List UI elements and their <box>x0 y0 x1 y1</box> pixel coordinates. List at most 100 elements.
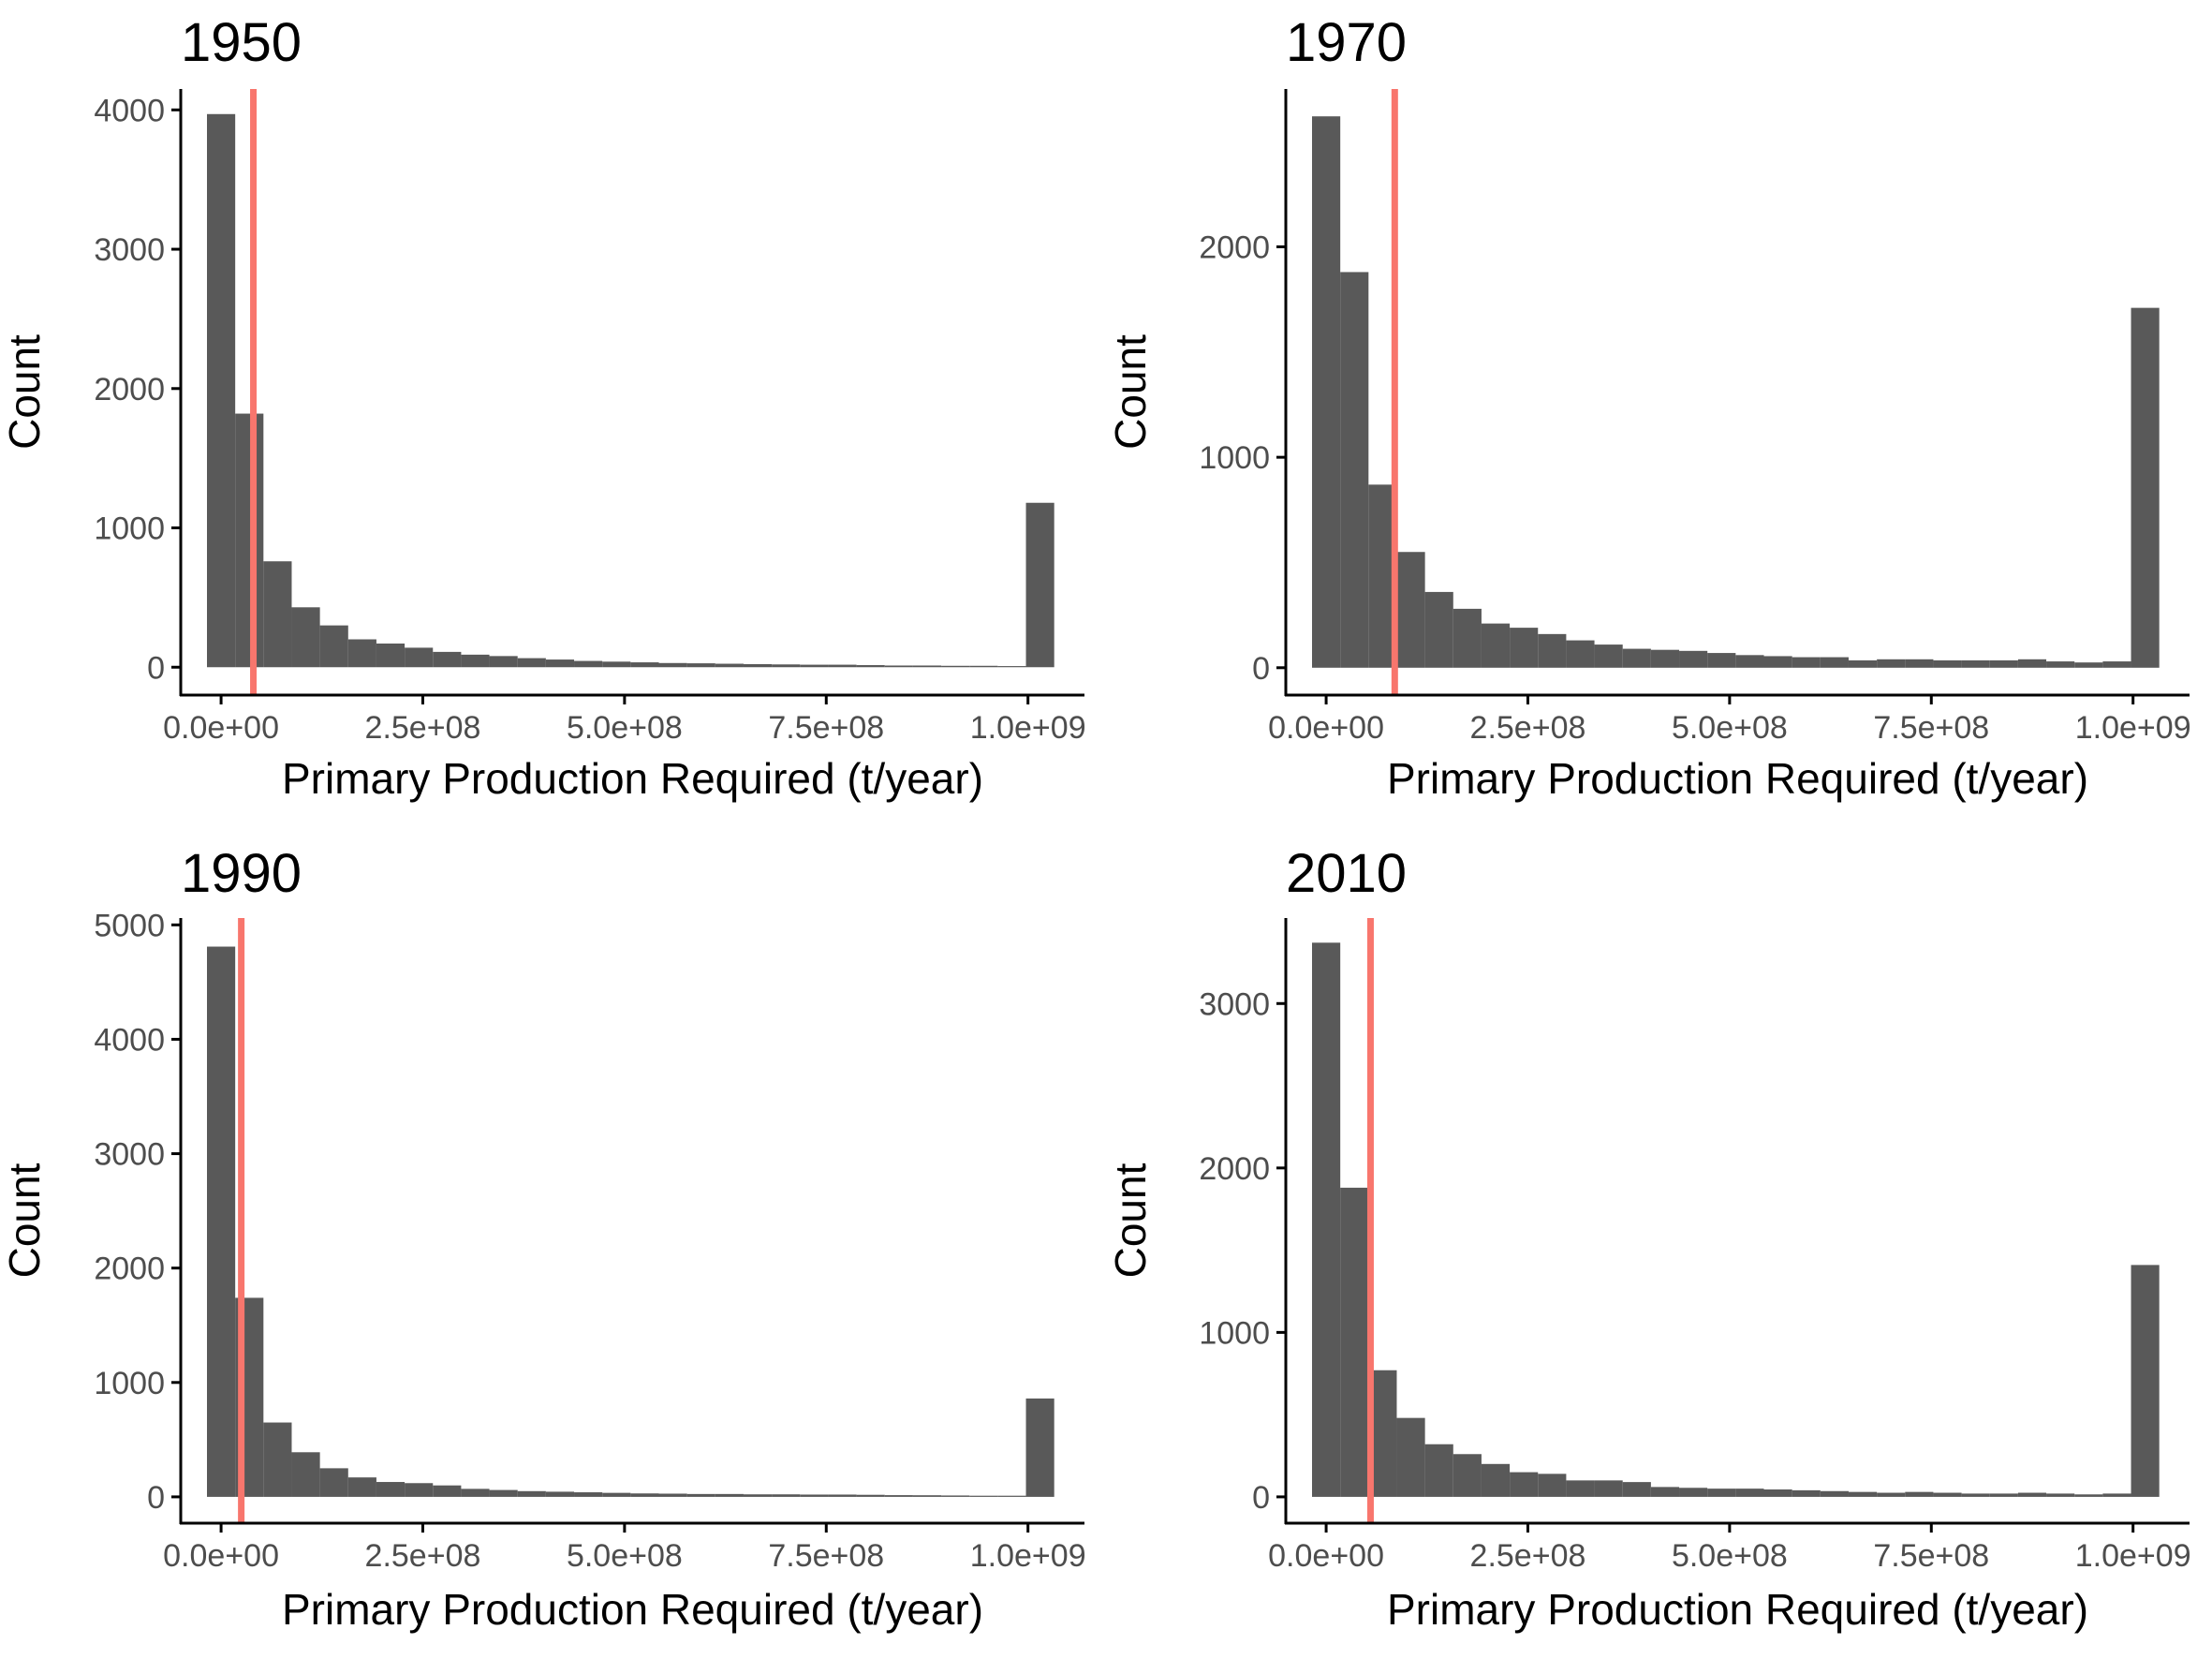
histogram-bar <box>1594 1480 1623 1497</box>
y-tick-label: 1000 <box>1199 440 1270 476</box>
histogram-bar <box>1025 502 1054 668</box>
histogram-bar <box>1933 1492 1962 1497</box>
histogram-bar <box>319 625 348 668</box>
histogram-bar <box>1820 1490 1849 1497</box>
y-axis-title: Count <box>1106 1163 1155 1278</box>
histogram-bar <box>969 1495 998 1497</box>
histogram-bar <box>800 1494 829 1497</box>
histogram-bar <box>1424 1444 1453 1497</box>
histogram-bar <box>1566 640 1595 668</box>
histogram-bar <box>1905 1491 1934 1497</box>
histogram-bar <box>376 643 406 668</box>
histogram-bar <box>2131 307 2160 668</box>
histogram-bar <box>433 1485 462 1497</box>
x-axis-title: Primary Production Required (t/year) <box>282 754 983 803</box>
histogram-bar <box>1679 650 1708 668</box>
x-tick-label: 1.0e+09 <box>970 1538 1086 1574</box>
histogram-bar <box>1424 591 1453 668</box>
histogram-bar <box>2102 661 2131 668</box>
histogram-bar <box>912 665 942 668</box>
histogram-bar <box>2046 661 2075 668</box>
histogram-bar <box>489 1489 518 1497</box>
histogram-bar <box>291 607 320 668</box>
x-tick-label: 1.0e+09 <box>2075 1538 2191 1574</box>
histogram-bar <box>1340 272 1369 668</box>
histogram-bar <box>1622 648 1651 668</box>
histogram-bar <box>856 665 885 668</box>
histogram-bar <box>912 1495 942 1497</box>
histogram-bar <box>545 1491 575 1497</box>
x-tick-label: 2.5e+08 <box>365 710 481 746</box>
histogram-bar <box>856 1494 885 1497</box>
histogram-bar <box>1735 655 1764 668</box>
y-tick-label: 2000 <box>94 1252 165 1287</box>
y-axis-title: Count <box>0 1163 49 1278</box>
x-tick-label: 0.0e+00 <box>1268 1538 1384 1574</box>
x-tick-label: 0.0e+00 <box>1268 710 1384 746</box>
x-tick-label: 7.5e+08 <box>1873 1538 1989 1574</box>
histogram-bar <box>1679 1488 1708 1497</box>
histogram-bar <box>517 1490 546 1497</box>
histogram-bar <box>545 659 575 668</box>
y-tick-label: 3000 <box>94 232 165 268</box>
histogram-bar <box>969 665 998 668</box>
histogram-bar <box>291 1452 320 1497</box>
histogram-bar <box>658 1493 687 1497</box>
x-tick-label: 1.0e+09 <box>2075 710 2191 746</box>
histogram-bar <box>1961 1493 1990 1497</box>
histogram-bar <box>461 654 490 668</box>
histogram-bar <box>997 1495 1026 1497</box>
y-tick-label: 1000 <box>94 511 165 547</box>
histogram-bar <box>1792 657 1821 668</box>
histogram-bar <box>1340 1187 1369 1497</box>
histogram-bar <box>1481 1463 1511 1497</box>
histogram-bar <box>686 663 715 668</box>
histogram-bar <box>489 656 518 668</box>
histogram-bar <box>1622 1482 1651 1497</box>
histogram-bar <box>772 664 801 668</box>
histogram-bar <box>1650 1487 1680 1497</box>
x-axis-title: Primary Production Required (t/year) <box>1387 754 2088 803</box>
histogram-bar <box>1396 552 1425 668</box>
histogram-bar <box>1538 633 1567 668</box>
y-tick-label: 0 <box>147 1480 165 1516</box>
x-tick-label: 2.5e+08 <box>1470 1538 1586 1574</box>
y-tick-label: 5000 <box>94 908 165 943</box>
histogram-bar <box>2074 1494 2103 1497</box>
histogram-bar <box>800 664 829 668</box>
histogram-bar <box>235 413 264 668</box>
histogram-bar <box>207 113 236 668</box>
histogram-bar <box>715 663 744 668</box>
histogram-bar <box>1877 1492 1906 1497</box>
histogram-bar <box>602 1492 631 1497</box>
histogram-bar <box>2046 1493 2075 1497</box>
y-tick-label: 0 <box>1252 1480 1270 1516</box>
histogram-bar <box>884 665 913 668</box>
histogram-bar <box>1025 1398 1054 1497</box>
y-tick-label: 0 <box>147 650 165 686</box>
x-tick-label: 5.0e+08 <box>1672 1538 1788 1574</box>
histogram-bar <box>2017 1492 2047 1497</box>
histogram-bar <box>686 1493 715 1497</box>
y-tick-label: 3000 <box>94 1137 165 1173</box>
histogram-bar <box>828 1494 857 1497</box>
y-tick-label: 2000 <box>94 372 165 407</box>
histogram-bar <box>658 662 687 668</box>
histogram-bar <box>1312 942 1341 1497</box>
x-tick-label: 1.0e+09 <box>970 710 1086 746</box>
histogram-bar <box>1453 608 1482 668</box>
histogram-bar <box>884 1495 913 1497</box>
histogram-bar <box>828 664 857 668</box>
histogram-bar <box>602 661 631 668</box>
panel-1990: 1990 0 1000 2000 3000 4000 5000 0.0e+00 2.5e+08 5… <box>0 843 1086 1634</box>
histogram-bar <box>1481 623 1511 668</box>
histogram-bar <box>743 663 773 668</box>
y-tick-label: 4000 <box>94 93 165 128</box>
histogram-bar <box>433 651 462 668</box>
histogram-bar <box>1510 628 1539 668</box>
histogram-bar <box>263 561 292 668</box>
x-tick-label: 2.5e+08 <box>1470 710 1586 746</box>
histogram-bar <box>1510 1472 1539 1497</box>
histogram-bar <box>1905 659 1934 668</box>
histogram-bar <box>1848 1491 1878 1497</box>
